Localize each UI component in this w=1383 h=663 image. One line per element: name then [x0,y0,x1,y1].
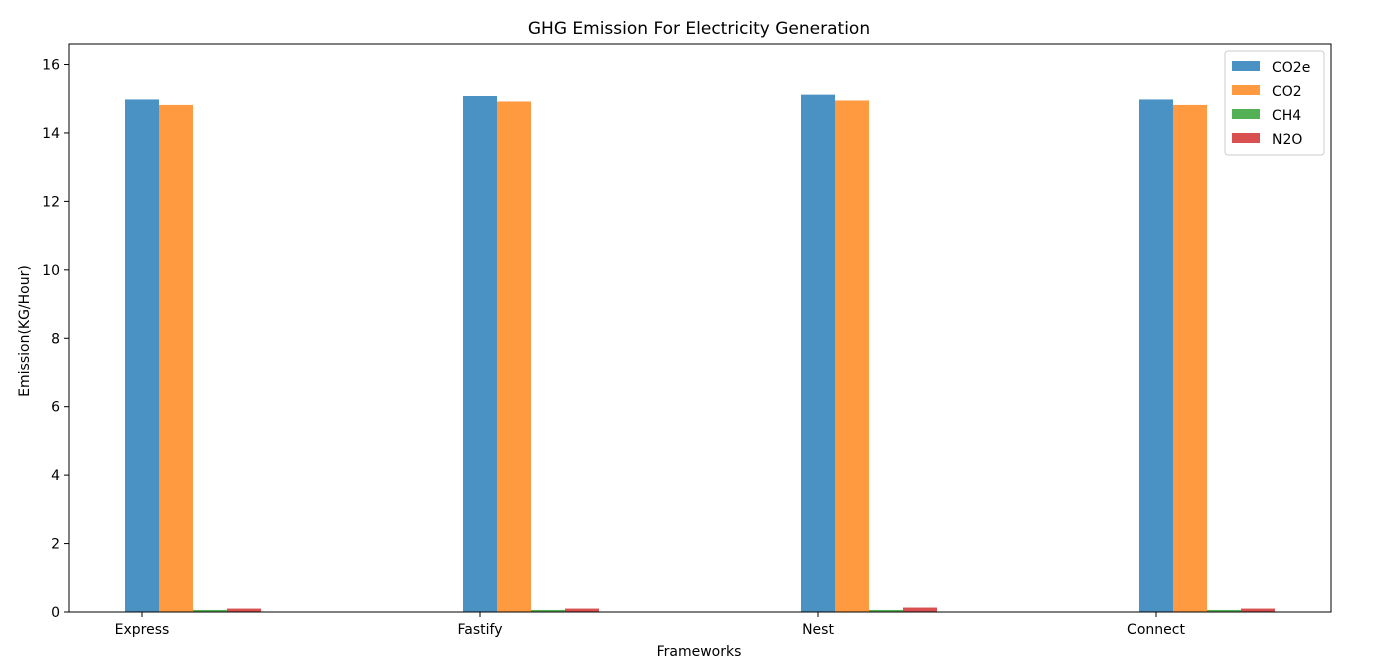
y-tick-label: 6 [51,400,60,416]
y-tick-label: 14 [42,126,60,142]
legend: CO2e CO2 CH4 N2O [1224,50,1325,156]
legend-swatch-co2 [1232,85,1260,95]
bar-co2e-nest [801,94,835,612]
bar-co2e-express [125,99,159,612]
y-tick-label: 16 [42,58,60,74]
y-tick-label: 12 [42,194,60,210]
legend-label-ch4: CH4 [1272,108,1301,124]
plot-frame [68,43,1332,613]
bar-co2-nest [835,100,869,613]
x-tick-label: Nest [802,622,834,638]
bar-co2e-fastify [463,96,497,612]
bar-ch4-nest [869,609,903,612]
chart-title: GHG Emission For Electricity Generation [528,19,870,39]
y-tick-label: 4 [51,468,60,484]
legend-label-co2e: CO2e [1272,60,1310,76]
y-tick-label: 8 [51,331,60,347]
y-tick-label: 2 [51,537,60,553]
legend-swatch-n2o [1232,133,1260,143]
x-tick-label: Connect [1127,622,1185,638]
bar-co2e-connect [1139,99,1173,612]
y-axis-label: Emission(KG/Hour) [17,265,33,397]
bar-n2o-fastify [565,608,599,612]
legend-label-n2o: N2O [1272,132,1302,148]
legend-label-co2: CO2 [1272,84,1302,100]
bar-n2o-express [227,608,261,612]
legend-swatch-co2e [1232,61,1260,71]
legend-swatch-ch4 [1232,109,1260,119]
bar-n2o-nest [903,607,937,612]
bar-ch4-fastify [531,609,565,612]
bar-ch4-connect [1207,609,1241,612]
x-tick-label: Express [115,622,170,638]
y-tick-label: 0 [51,605,60,621]
y-tick-label: 10 [42,263,60,279]
bar-ch4-express [193,609,227,612]
bar-co2-express [159,104,193,613]
bar-co2-connect [1173,104,1207,613]
legend-box [1224,50,1325,156]
x-axis-label: Frameworks [657,644,742,660]
plot-area: 0 2 4 6 8 10 12 14 16 Express Fastify Nest Connect [42,43,1332,638]
x-tick-label: Fastify [458,622,503,638]
bar-co2-fastify [497,101,531,612]
bar-n2o-connect [1241,608,1275,612]
